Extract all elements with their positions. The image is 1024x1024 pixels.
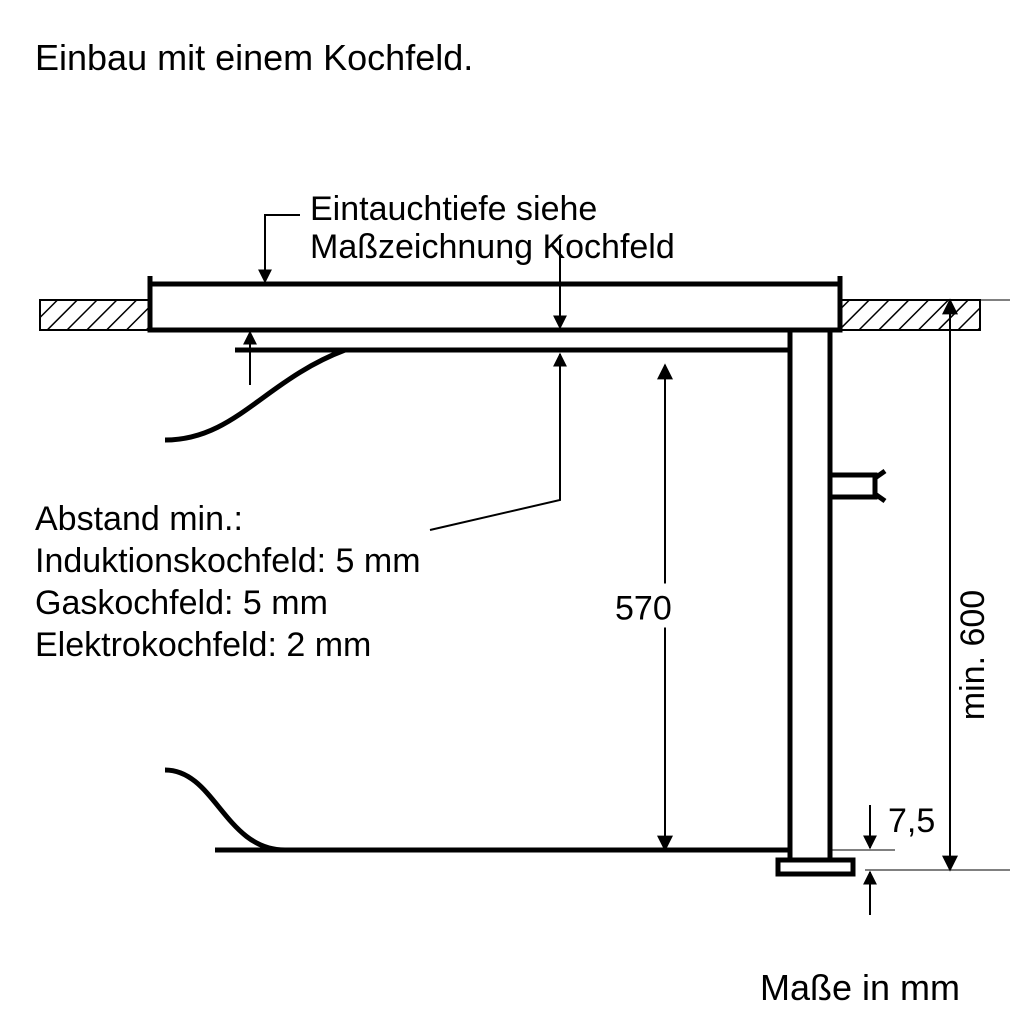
countertop-right: [840, 300, 980, 330]
leader-depth: [265, 215, 300, 282]
knob: [830, 475, 875, 497]
oven-top-profile: [165, 350, 790, 440]
note-top-line1: Eintauchtiefe siehe: [310, 190, 597, 228]
footer: Maße in mm: [760, 967, 960, 1008]
note-top-line2: Maßzeichnung Kochfeld: [310, 228, 675, 266]
dim-600: min. 600: [954, 590, 992, 720]
note-left-l3: Elektrokochfeld: 2 mm: [35, 626, 371, 664]
dim-570: 570: [615, 590, 672, 628]
dim-gap: 7,5: [888, 802, 935, 840]
note-left-l2: Gaskochfeld: 5 mm: [35, 584, 328, 622]
oven-bottom-profile: [165, 770, 790, 850]
leader-gap: [430, 420, 560, 530]
note-left-l1: Induktionskochfeld: 5 mm: [35, 542, 421, 580]
oven-front: [790, 330, 830, 860]
oven-base: [778, 860, 853, 874]
note-left-heading: Abstand min.:: [35, 500, 243, 538]
page-title: Einbau mit einem Kochfeld.: [35, 37, 473, 78]
hob-outline: [150, 284, 840, 330]
